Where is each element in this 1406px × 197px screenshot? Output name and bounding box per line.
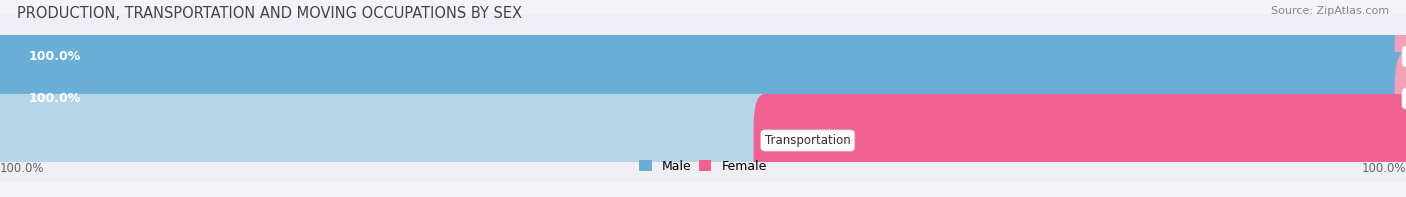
FancyBboxPatch shape — [0, 10, 1406, 103]
FancyBboxPatch shape — [0, 57, 1406, 140]
Text: 100.0%: 100.0% — [28, 50, 80, 63]
Text: Source: ZipAtlas.com: Source: ZipAtlas.com — [1271, 6, 1389, 16]
Text: 100.0%: 100.0% — [0, 162, 45, 175]
FancyBboxPatch shape — [0, 52, 1406, 145]
Text: Transportation: Transportation — [765, 134, 851, 147]
FancyBboxPatch shape — [0, 14, 1406, 98]
Legend: Male, Female: Male, Female — [634, 155, 772, 178]
Text: 100.0%: 100.0% — [28, 92, 80, 105]
FancyBboxPatch shape — [0, 98, 1406, 183]
FancyBboxPatch shape — [1395, 52, 1406, 145]
Text: PRODUCTION, TRANSPORTATION AND MOVING OCCUPATIONS BY SEX: PRODUCTION, TRANSPORTATION AND MOVING OC… — [17, 6, 522, 21]
Text: 100.0%: 100.0% — [1361, 162, 1406, 175]
FancyBboxPatch shape — [0, 94, 776, 187]
FancyBboxPatch shape — [1395, 10, 1406, 103]
FancyBboxPatch shape — [754, 94, 1406, 187]
